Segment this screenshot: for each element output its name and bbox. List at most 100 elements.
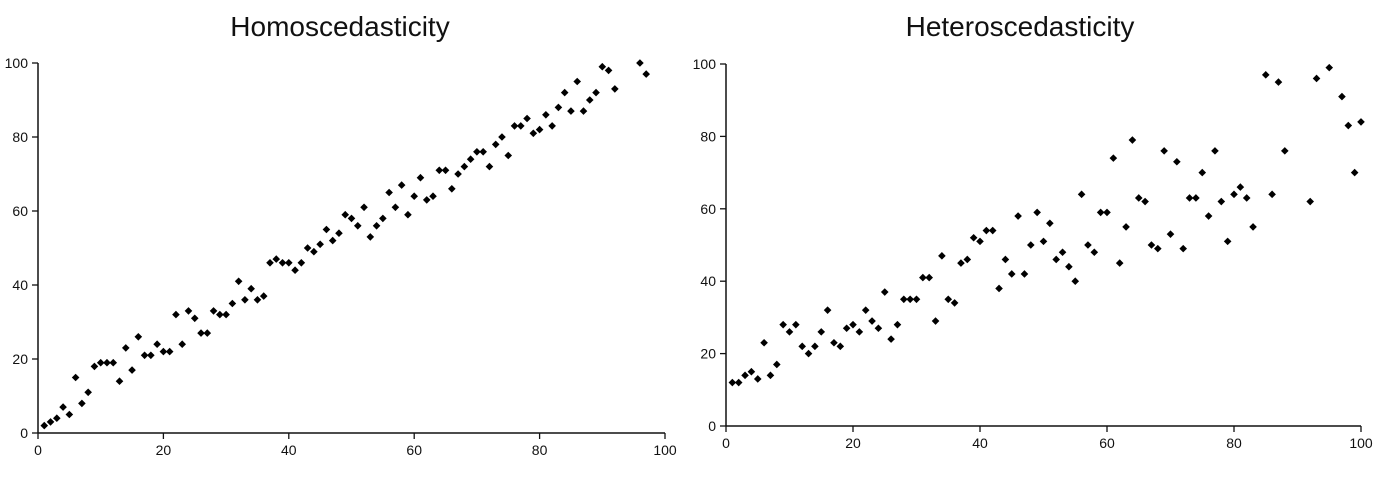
data-point bbox=[184, 307, 193, 315]
data-point bbox=[798, 342, 806, 351]
data-point bbox=[1192, 194, 1200, 202]
data-point bbox=[1268, 190, 1276, 199]
x-tick-label: 60 bbox=[1099, 435, 1115, 451]
data-point bbox=[925, 273, 933, 282]
data-point bbox=[128, 366, 136, 374]
data-point bbox=[259, 292, 268, 300]
data-point bbox=[766, 371, 775, 380]
data-point bbox=[429, 192, 437, 200]
data-point bbox=[479, 148, 487, 156]
data-point bbox=[1249, 223, 1257, 231]
data-point bbox=[1281, 147, 1289, 155]
data-point bbox=[734, 378, 743, 387]
data-point bbox=[322, 225, 331, 234]
data-point bbox=[404, 210, 412, 219]
data-point bbox=[1204, 212, 1213, 220]
x-tick-label: 100 bbox=[653, 442, 677, 458]
data-point bbox=[995, 284, 1003, 293]
data-point bbox=[1274, 78, 1283, 86]
data-point bbox=[1071, 277, 1080, 285]
data-point bbox=[1357, 118, 1365, 126]
data-point bbox=[140, 351, 149, 360]
data-point bbox=[115, 377, 124, 385]
data-point bbox=[1312, 74, 1321, 83]
data-point bbox=[96, 358, 105, 367]
data-point bbox=[919, 273, 927, 282]
data-point bbox=[397, 181, 406, 189]
data-point bbox=[1160, 147, 1168, 155]
data-point bbox=[410, 192, 418, 200]
data-point bbox=[303, 244, 312, 252]
data-point bbox=[1154, 244, 1162, 253]
data-point bbox=[53, 414, 61, 422]
data-point bbox=[893, 320, 902, 329]
data-point bbox=[1122, 223, 1130, 231]
data-point bbox=[861, 306, 870, 314]
x-tick-label: 0 bbox=[34, 442, 42, 458]
chart-title: Heteroscedasticity bbox=[906, 11, 1135, 42]
data-point bbox=[560, 88, 569, 97]
data-point bbox=[90, 362, 99, 371]
data-point bbox=[1065, 262, 1073, 271]
data-point bbox=[197, 329, 205, 337]
data-point bbox=[1128, 136, 1137, 144]
data-point bbox=[1134, 194, 1143, 202]
data-point bbox=[416, 173, 425, 182]
data-point bbox=[988, 226, 997, 235]
data-point bbox=[931, 317, 940, 325]
data-point bbox=[178, 340, 187, 348]
data-point bbox=[121, 344, 130, 352]
data-point bbox=[466, 155, 475, 163]
data-point bbox=[203, 329, 212, 337]
data-point bbox=[554, 103, 563, 112]
data-point bbox=[435, 166, 444, 175]
data-point bbox=[836, 342, 845, 351]
data-point bbox=[1211, 147, 1219, 155]
data-point bbox=[1198, 168, 1207, 177]
y-tick-label: 60 bbox=[12, 203, 28, 219]
data-point bbox=[636, 59, 644, 67]
data-point bbox=[165, 347, 174, 356]
data-point bbox=[792, 320, 800, 329]
data-point bbox=[842, 324, 851, 333]
data-point bbox=[900, 295, 908, 304]
x-tick-label: 80 bbox=[1226, 435, 1242, 451]
data-point bbox=[868, 317, 876, 325]
y-tick-label: 0 bbox=[708, 418, 716, 434]
data-point bbox=[523, 114, 531, 123]
data-point bbox=[760, 338, 768, 347]
data-point bbox=[1115, 259, 1124, 267]
data-point bbox=[823, 306, 832, 314]
x-tick-label: 0 bbox=[722, 435, 730, 451]
y-tick-label: 80 bbox=[700, 128, 716, 144]
data-point bbox=[598, 62, 607, 71]
data-point bbox=[1338, 92, 1346, 101]
data-point bbox=[391, 203, 400, 212]
data-point bbox=[1185, 194, 1194, 202]
data-point bbox=[880, 288, 889, 296]
data-point bbox=[741, 371, 749, 380]
data-point bbox=[46, 418, 55, 426]
data-point bbox=[1027, 241, 1035, 249]
data-point bbox=[310, 247, 318, 256]
data-point bbox=[1052, 255, 1060, 264]
data-point bbox=[460, 162, 469, 171]
data-point bbox=[1261, 71, 1270, 79]
data-point bbox=[366, 233, 375, 241]
y-tick-label: 100 bbox=[5, 55, 29, 71]
y-tick-label: 20 bbox=[700, 346, 716, 362]
data-point bbox=[266, 259, 274, 267]
chart-heteroscedasticity: Heteroscedasticity 0 20 40 60 80 100 0 20 40 60 80 1… bbox=[693, 11, 1373, 451]
data-point bbox=[1223, 237, 1232, 246]
data-point bbox=[1217, 197, 1226, 206]
data-point bbox=[103, 358, 111, 367]
data-point bbox=[1242, 194, 1251, 202]
data-point bbox=[1109, 154, 1118, 162]
data-point bbox=[950, 299, 959, 307]
data-point bbox=[316, 240, 324, 249]
data-point bbox=[1007, 270, 1016, 278]
data-point bbox=[172, 310, 180, 319]
data-point bbox=[491, 140, 500, 149]
data-point bbox=[379, 214, 387, 223]
data-point bbox=[147, 351, 155, 360]
